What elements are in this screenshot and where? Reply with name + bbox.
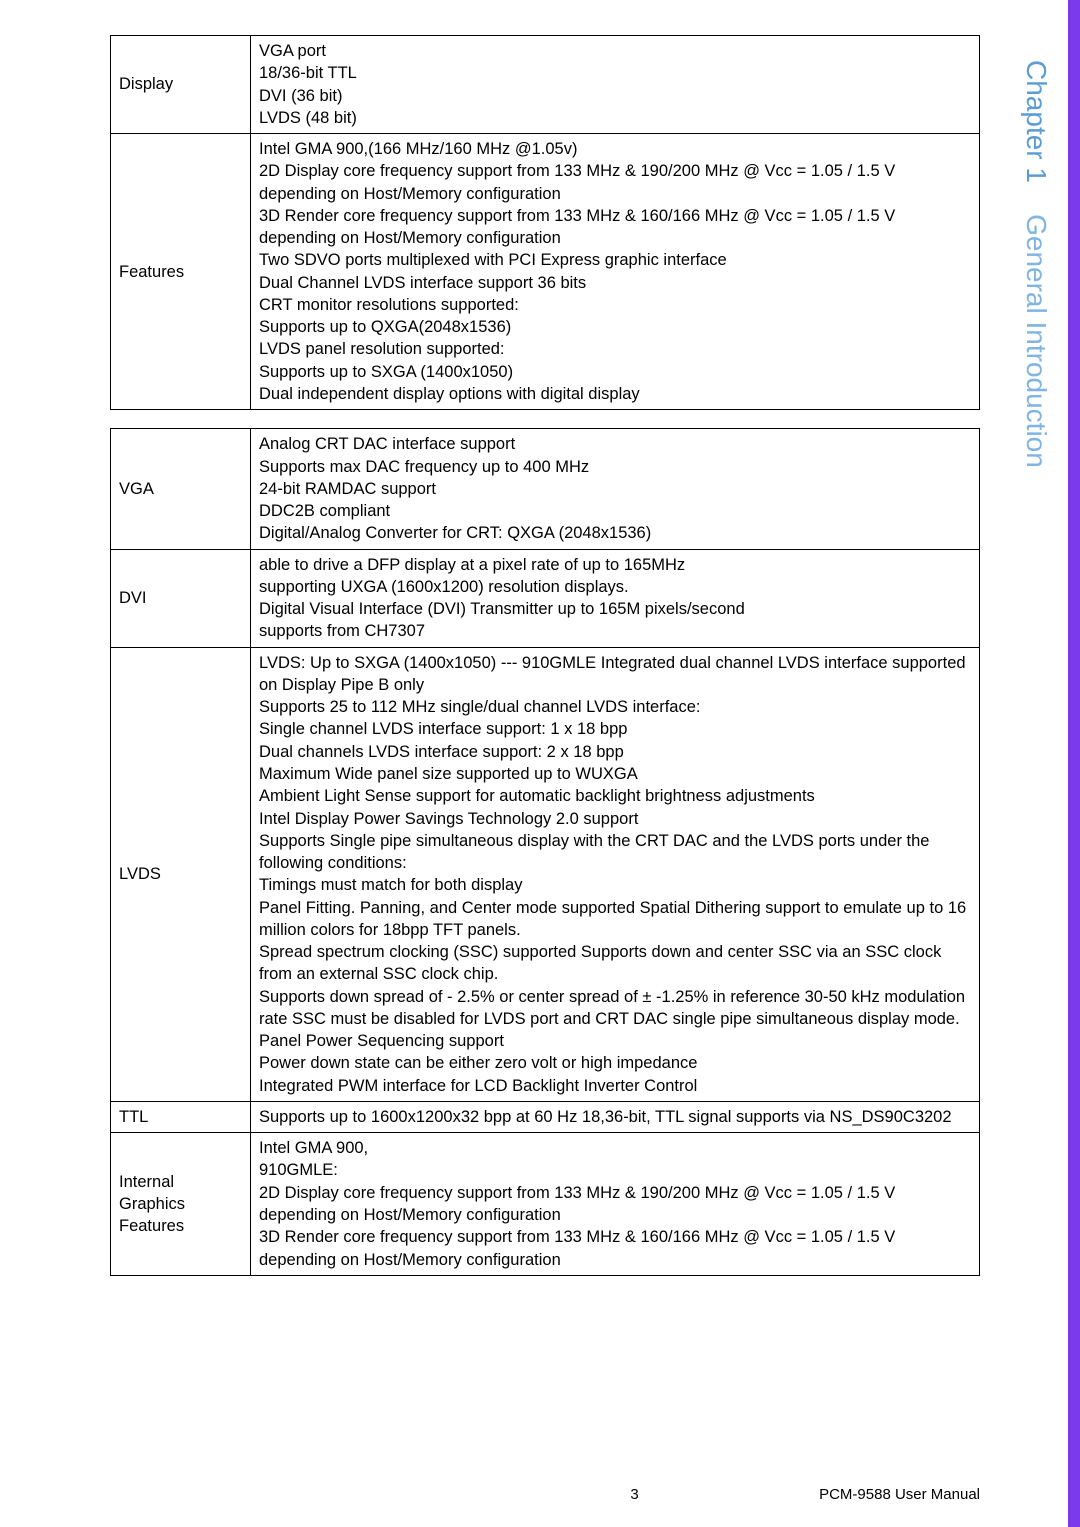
spec-table-1: DisplayVGA port18/36-bit TTLDVI (36 bit)… bbox=[110, 35, 980, 410]
side-chapter-title: Chapter 1 General Introduction bbox=[1020, 60, 1052, 468]
right-border-stripe bbox=[1068, 0, 1080, 1527]
row-label: Internal Graphics Features bbox=[111, 1133, 251, 1276]
row-label: VGA bbox=[111, 429, 251, 549]
row-label: LVDS bbox=[111, 647, 251, 1101]
row-content: able to drive a DFP display at a pixel r… bbox=[251, 549, 980, 647]
row-content: Analog CRT DAC interface supportSupports… bbox=[251, 429, 980, 549]
page-footer: 3 PCM-9588 User Manual bbox=[110, 1486, 980, 1503]
row-label: DVI bbox=[111, 549, 251, 647]
section-title: General Introduction bbox=[1021, 214, 1052, 468]
page-number: 3 bbox=[630, 1486, 638, 1503]
spec-table-2: VGAAnalog CRT DAC interface supportSuppo… bbox=[110, 428, 980, 1276]
row-content: Intel GMA 900,(166 MHz/160 MHz @1.05v)2D… bbox=[251, 134, 980, 410]
row-label: TTL bbox=[111, 1101, 251, 1132]
table-row: Internal Graphics FeaturesIntel GMA 900,… bbox=[111, 1133, 980, 1276]
manual-title: PCM-9588 User Manual bbox=[819, 1486, 980, 1503]
table-row: LVDSLVDS: Up to SXGA (1400x1050) --- 910… bbox=[111, 647, 980, 1101]
row-content: Supports up to 1600x1200x32 bpp at 60 Hz… bbox=[251, 1101, 980, 1132]
table-row: FeaturesIntel GMA 900,(166 MHz/160 MHz @… bbox=[111, 134, 980, 410]
row-content: Intel GMA 900,910GMLE:2D Display core fr… bbox=[251, 1133, 980, 1276]
chapter-label: Chapter 1 bbox=[1021, 60, 1052, 183]
table-row: VGAAnalog CRT DAC interface supportSuppo… bbox=[111, 429, 980, 549]
row-content: LVDS: Up to SXGA (1400x1050) --- 910GMLE… bbox=[251, 647, 980, 1101]
table-row: TTLSupports up to 1600x1200x32 bpp at 60… bbox=[111, 1101, 980, 1132]
row-label: Display bbox=[111, 36, 251, 134]
row-label: Features bbox=[111, 134, 251, 410]
row-content: VGA port18/36-bit TTLDVI (36 bit)LVDS (4… bbox=[251, 36, 980, 134]
chapter-spacer bbox=[1021, 191, 1052, 207]
table-row: DVIable to drive a DFP display at a pixe… bbox=[111, 549, 980, 647]
table-row: DisplayVGA port18/36-bit TTLDVI (36 bit)… bbox=[111, 36, 980, 134]
